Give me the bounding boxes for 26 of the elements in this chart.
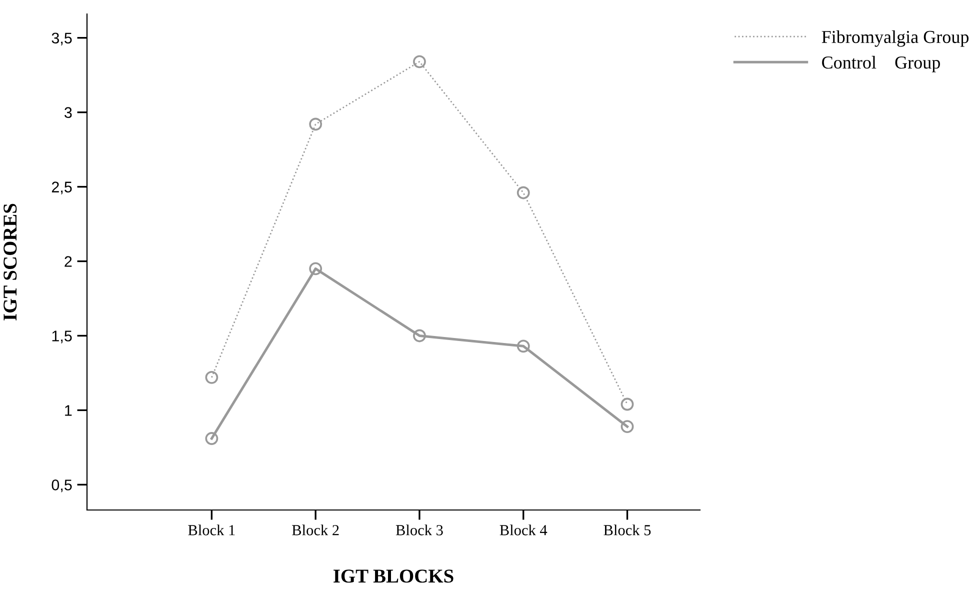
point [413,329,426,342]
x-tick-label: Block 2 [292,524,339,536]
point [205,370,218,384]
x-tick-label: Block 5 [604,524,651,536]
y-tick-label: 0,5 [52,480,72,492]
y-tick-label: 3,5 [52,32,72,46]
y-tick-label: 2 [64,256,72,267]
y-tick-label: 2,5 [52,182,72,194]
point [620,420,634,434]
x-tick-label: Block 4 [500,524,548,536]
y-tick-label: 1 [65,405,72,416]
point [309,118,322,131]
y-tick-label: 3 [64,107,72,118]
y-tick-label: 1,5 [52,330,72,344]
x-axis-title: IGT BLOCKS [334,570,454,583]
legend-label: Fibromyalgia Group [822,30,969,47]
legend-label: Control Group [822,56,940,72]
point [516,340,530,353]
point [516,186,530,200]
x-tick-label: Block 1 [188,524,235,536]
y-axis-title: IGT SCORES [4,204,17,320]
point [413,55,426,68]
point [309,262,322,276]
x-tick-label: Block 3 [396,524,443,536]
point [205,432,218,445]
point [620,398,634,411]
